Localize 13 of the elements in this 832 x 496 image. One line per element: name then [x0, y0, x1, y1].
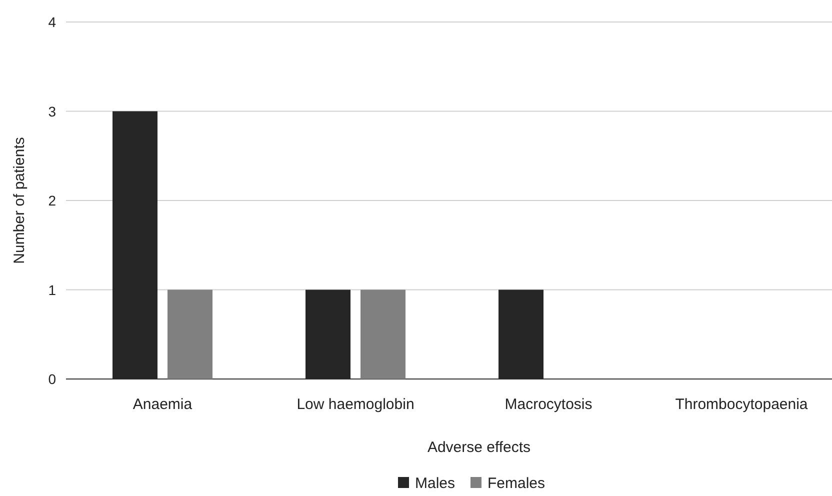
x-tick-label: Macrocytosis	[504, 396, 592, 413]
y-tick-label: 3	[48, 103, 56, 120]
y-tick-label: 0	[48, 371, 56, 387]
legend-label: Females	[488, 475, 546, 492]
y-tick-label: 4	[48, 14, 56, 30]
x-tick-label: Thrombocytopaenia	[675, 396, 808, 413]
y-axis-title: Number of patients	[11, 137, 28, 264]
y-tick-label: 1	[48, 282, 56, 298]
legend-label: Males	[415, 475, 456, 492]
x-tick-label: Low haemoglobin	[296, 396, 414, 413]
x-axis-title: Adverse effects	[427, 439, 531, 456]
x-tick-label: Anaemia	[132, 396, 193, 413]
y-tick-label: 2	[48, 192, 56, 208]
